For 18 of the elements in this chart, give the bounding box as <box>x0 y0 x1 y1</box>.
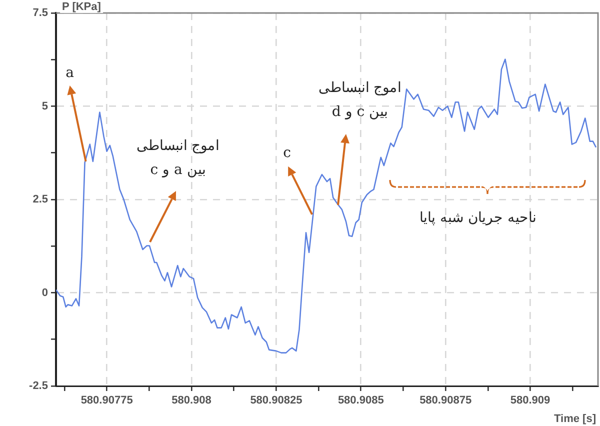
y-tick-label: 0 <box>42 286 48 299</box>
annotation: ناحیه جریان شبه پایا <box>419 209 537 228</box>
x-tick-label: 580.90825 <box>250 394 302 407</box>
x-tick-label: 580.909 <box>510 394 550 407</box>
annotation: اموج انبساطی بین c و d <box>318 79 402 122</box>
x-tick-label: 580.9085 <box>338 394 384 407</box>
y-tick-label: 2.5 <box>32 194 48 206</box>
annotation: c <box>283 144 292 164</box>
x-tick-label: 580.90875 <box>420 394 472 407</box>
y-tick-label: -2.5 <box>29 380 48 392</box>
y-tick-label: 5 <box>42 100 48 112</box>
annotation: a <box>66 64 74 84</box>
annotation: اموج انبساطی بین a و c <box>136 137 220 180</box>
y-tick-label: 7.5 <box>32 7 48 20</box>
y-axis-title: P [KPa] <box>60 1 103 13</box>
x-tick-label: 580.90775 <box>80 394 133 407</box>
x-tick-label: 580.908 <box>172 394 212 407</box>
x-axis-title: Time [s] <box>554 413 596 425</box>
